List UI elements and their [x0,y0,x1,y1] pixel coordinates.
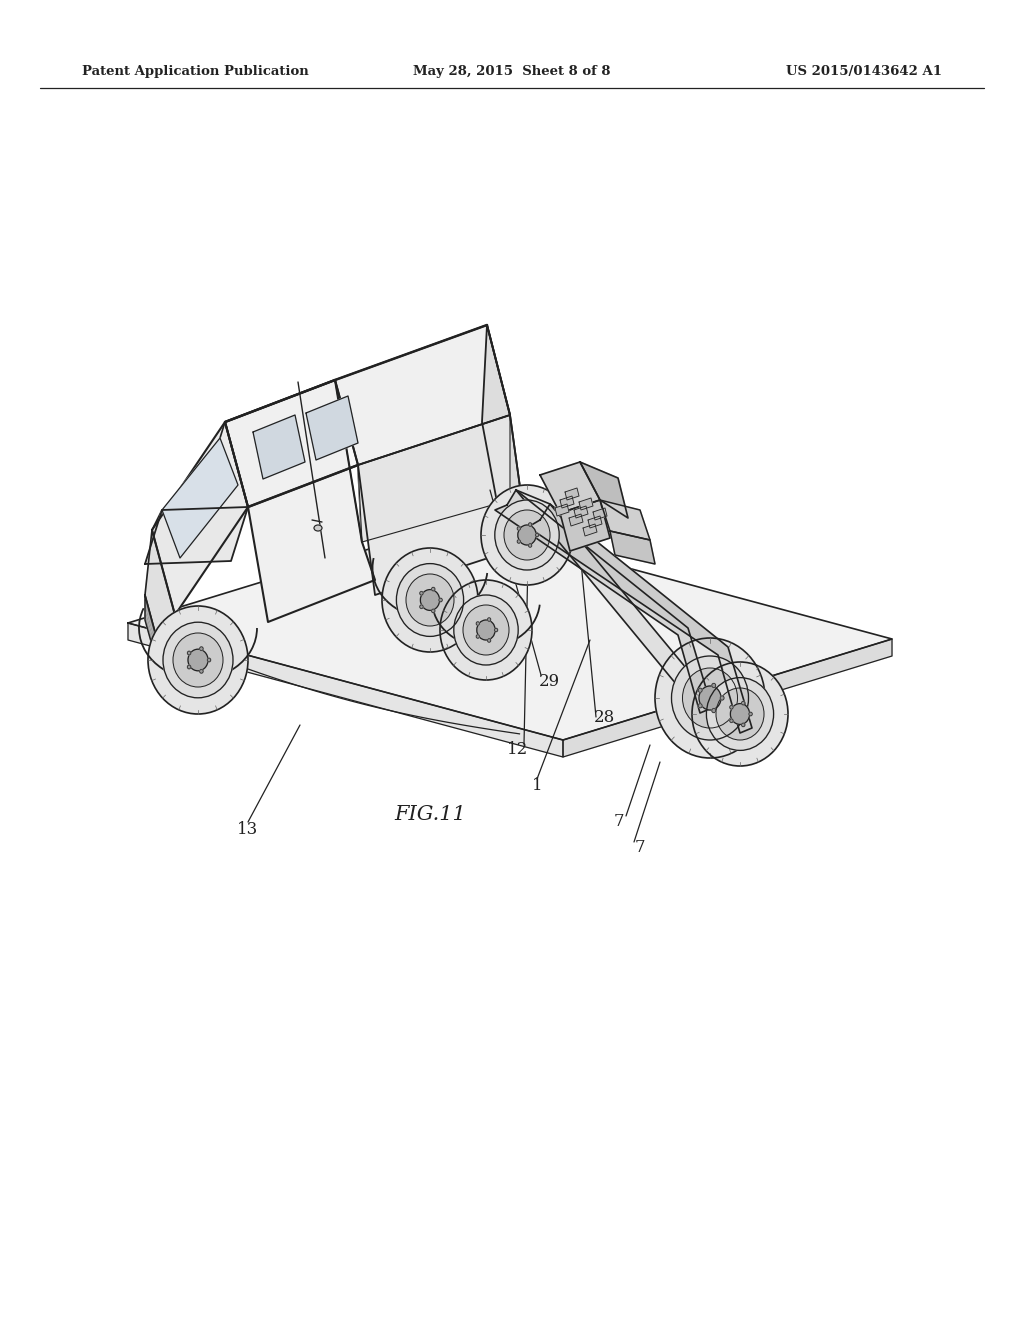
Ellipse shape [741,723,744,727]
Polygon shape [225,380,375,622]
Ellipse shape [692,663,788,766]
Text: 12: 12 [507,742,528,759]
Polygon shape [335,325,510,465]
Polygon shape [145,531,175,680]
Ellipse shape [683,668,737,729]
Ellipse shape [420,605,423,609]
Ellipse shape [707,677,773,750]
Polygon shape [569,513,583,525]
Ellipse shape [495,628,498,632]
Polygon shape [528,504,752,733]
Polygon shape [560,500,610,550]
Ellipse shape [406,574,454,626]
Polygon shape [495,490,712,713]
Ellipse shape [187,665,190,669]
Polygon shape [516,490,740,733]
Polygon shape [565,488,579,500]
Polygon shape [610,531,655,564]
Ellipse shape [454,595,518,665]
Ellipse shape [749,713,753,715]
Ellipse shape [716,688,764,741]
Ellipse shape [207,659,211,661]
Ellipse shape [672,656,749,741]
Ellipse shape [200,647,203,651]
Ellipse shape [314,525,322,531]
Ellipse shape [396,564,464,636]
Ellipse shape [173,634,223,686]
Ellipse shape [528,544,531,548]
Ellipse shape [421,590,439,610]
Polygon shape [579,498,593,510]
Text: 1: 1 [531,777,543,795]
Ellipse shape [476,635,479,638]
Text: 28: 28 [593,709,614,726]
Polygon shape [580,462,628,517]
Polygon shape [162,438,238,558]
Polygon shape [358,414,510,543]
Text: FIG.11: FIG.11 [394,805,466,825]
Polygon shape [555,504,569,516]
Ellipse shape [741,701,744,705]
Ellipse shape [528,523,531,527]
Text: 7: 7 [635,840,645,857]
Ellipse shape [517,540,520,544]
Ellipse shape [487,618,490,622]
Polygon shape [593,508,607,520]
Polygon shape [145,507,248,564]
Polygon shape [128,521,892,741]
Ellipse shape [163,622,233,698]
Ellipse shape [187,651,190,655]
Ellipse shape [720,696,724,700]
Ellipse shape [382,548,478,652]
Ellipse shape [148,606,248,714]
Ellipse shape [730,705,733,709]
Ellipse shape [477,620,496,640]
Ellipse shape [476,622,479,626]
Ellipse shape [518,525,537,545]
Ellipse shape [200,669,203,673]
Text: May 28, 2015  Sheet 8 of 8: May 28, 2015 Sheet 8 of 8 [414,66,610,78]
Polygon shape [358,414,528,595]
Ellipse shape [730,704,750,725]
Ellipse shape [487,639,490,643]
Ellipse shape [698,688,702,693]
Polygon shape [574,506,588,517]
Ellipse shape [431,609,435,612]
Ellipse shape [463,605,509,655]
Ellipse shape [712,684,716,688]
Polygon shape [306,396,358,459]
Polygon shape [563,639,892,756]
Ellipse shape [420,591,423,595]
Ellipse shape [481,484,573,585]
Ellipse shape [431,587,435,591]
Text: 29: 29 [539,673,559,690]
Text: 13: 13 [238,821,259,838]
Polygon shape [225,380,358,507]
Ellipse shape [699,686,721,710]
Ellipse shape [439,598,442,602]
Text: US 2015/0143642 A1: US 2015/0143642 A1 [786,66,942,78]
Text: 7: 7 [613,813,625,830]
Polygon shape [583,524,597,536]
Ellipse shape [536,533,539,537]
Ellipse shape [188,649,208,671]
Ellipse shape [655,638,765,758]
Ellipse shape [440,579,532,680]
Polygon shape [600,500,650,540]
Polygon shape [145,595,168,702]
Polygon shape [588,516,602,528]
Polygon shape [482,325,528,545]
Text: Patent Application Publication: Patent Application Publication [82,66,309,78]
Ellipse shape [517,527,520,531]
Polygon shape [253,414,305,479]
Polygon shape [128,623,563,756]
Polygon shape [540,462,600,513]
Polygon shape [152,422,248,615]
Ellipse shape [495,500,559,570]
Ellipse shape [712,709,716,713]
Polygon shape [560,496,574,508]
Ellipse shape [504,510,550,560]
Ellipse shape [730,719,733,722]
Ellipse shape [698,704,702,708]
